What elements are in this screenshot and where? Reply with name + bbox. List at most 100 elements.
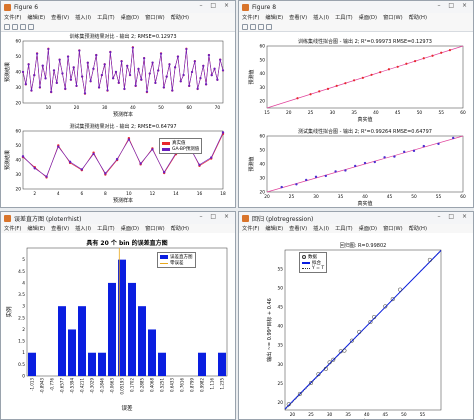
x-tick-label: 50 [411,194,417,200]
open-icon[interactable] [250,23,256,30]
print-icon[interactable] [28,23,34,30]
menu-item[interactable]: 查看(V) [289,226,308,232]
y-tick-label: 30 [16,172,22,178]
data-point [97,86,101,89]
menu-item[interactable]: 文件(F) [242,226,260,232]
data-point [437,142,440,146]
menu-item[interactable]: 窗口(W) [383,15,403,21]
menu-item[interactable]: 帮助(H) [170,226,189,232]
x-tick-label: -0.8943 [40,378,45,394]
menu-item[interactable]: 窗口(W) [383,226,403,232]
menu-item[interactable]: 工具(T) [97,226,115,232]
figure6-legend[interactable]: 真实值 GA-BP预测值 [159,138,203,154]
figure8-titlebar[interactable]: Figure 8 – □ × [239,1,473,13]
x-axis-label: 真实值 [357,200,372,207]
open-icon[interactable] [12,23,18,30]
x-tick-label: 60 [186,105,192,111]
legend-marker-icon [302,255,306,259]
menu-item[interactable]: 文件(F) [4,15,22,21]
y-tick-label: 60 [260,44,266,50]
data-point [280,185,283,189]
menu-item[interactable]: 窗口(W) [145,226,165,232]
menu-item[interactable]: 工具(T) [335,226,353,232]
x-tick-label: 1.235 [220,378,225,390]
data-point [35,52,39,55]
menu-item[interactable]: 帮助(H) [408,226,427,232]
menu-item[interactable]: 查看(V) [51,15,70,21]
histogram-titlebar[interactable]: 误差直方图 (ploterrhist) – □ × [1,212,235,224]
data-point [297,391,302,397]
data-point [390,297,395,302]
menu-item[interactable]: 帮助(H) [408,15,427,21]
data-point [165,75,168,78]
data-point [92,67,95,70]
data-point [162,86,165,89]
menu-item[interactable]: 文件(F) [4,226,22,232]
new-icon[interactable] [242,23,248,30]
x-tick-label: 25 [308,110,314,116]
matlab-icon [242,214,249,222]
figure6-titlebar[interactable]: Figure 6 – □ × [1,1,235,13]
matlab-icon [4,214,11,222]
data-point [58,58,61,61]
data-point [368,319,373,325]
new-icon[interactable] [4,23,10,30]
menu-item[interactable]: 编辑(E) [27,15,46,21]
menu-item[interactable]: 编辑(E) [265,15,284,21]
regression-titlebar[interactable]: 回归 (plotregression) – □ × [239,212,473,224]
x-tick-label: 15 [264,110,270,116]
y-tick-label: 5 [22,257,25,263]
y-tick-label: 60 [16,129,22,135]
menu-item[interactable]: 插入(I) [313,226,330,232]
save-icon[interactable] [258,23,264,30]
menu-item[interactable]: 帮助(H) [170,15,189,21]
window-controls[interactable]: – □ × [437,213,470,220]
data-point [295,183,298,186]
save-icon[interactable] [20,23,26,30]
x-tick-label: 1.116 [210,378,215,390]
menu-item[interactable]: 桌面(D) [358,15,378,21]
menu-item[interactable]: 文件(F) [242,15,260,21]
data-point [151,61,154,64]
menu-item[interactable]: 窗口(W) [145,15,165,21]
data-point [81,75,84,78]
data-point [379,71,382,74]
data-point [66,55,70,58]
menu-item[interactable]: 插入(I) [75,226,92,232]
data-point [126,64,129,67]
x-tick-label: 50 [158,105,164,111]
menu-item[interactable]: 工具(T) [97,15,115,21]
data-point [327,360,332,365]
menu-item[interactable]: 插入(I) [75,15,92,21]
data-point [353,79,356,82]
data-point [159,52,163,55]
data-point [143,57,146,60]
data-point [193,60,196,63]
menu-item[interactable]: 桌面(D) [358,226,378,232]
menu-item[interactable]: 桌面(D) [120,15,140,21]
menu-item[interactable]: 查看(V) [289,15,308,21]
figure8-window: Figure 8 – □ × 文件(F) 编辑(E) 查看(V) 插入(I) 工具(T)… [238,0,474,208]
y-tick-label: 1 [22,350,25,356]
x-tick-label: -0.0663 [110,378,115,394]
menu-item[interactable]: 插入(I) [313,15,330,21]
legend-swatch-icon [302,262,310,264]
menu-item[interactable]: 编辑(E) [265,226,284,232]
menu-item[interactable]: 桌面(D) [120,226,140,232]
data-point [219,58,222,61]
regression-legend[interactable]: 数据 拟合 Y = T [299,252,328,273]
menu-item[interactable]: 编辑(E) [27,226,46,232]
regression-title: 回归 (plotregression) [252,215,314,223]
print-icon[interactable] [266,23,272,30]
menu-item[interactable]: 查看(V) [51,226,70,232]
data-point [104,172,107,175]
y-tick-label: 20 [260,99,266,105]
data-point [92,152,95,156]
x-tick-label: 40 [364,412,370,418]
menu-item[interactable]: 工具(T) [335,15,353,21]
window-controls[interactable]: – □ × [199,2,232,9]
histogram-legend[interactable]: 误差直方图 零误差 [157,252,196,268]
x-tick-label: 20 [290,412,296,418]
window-controls[interactable]: – □ × [199,213,232,220]
window-controls[interactable]: – □ × [437,2,470,9]
